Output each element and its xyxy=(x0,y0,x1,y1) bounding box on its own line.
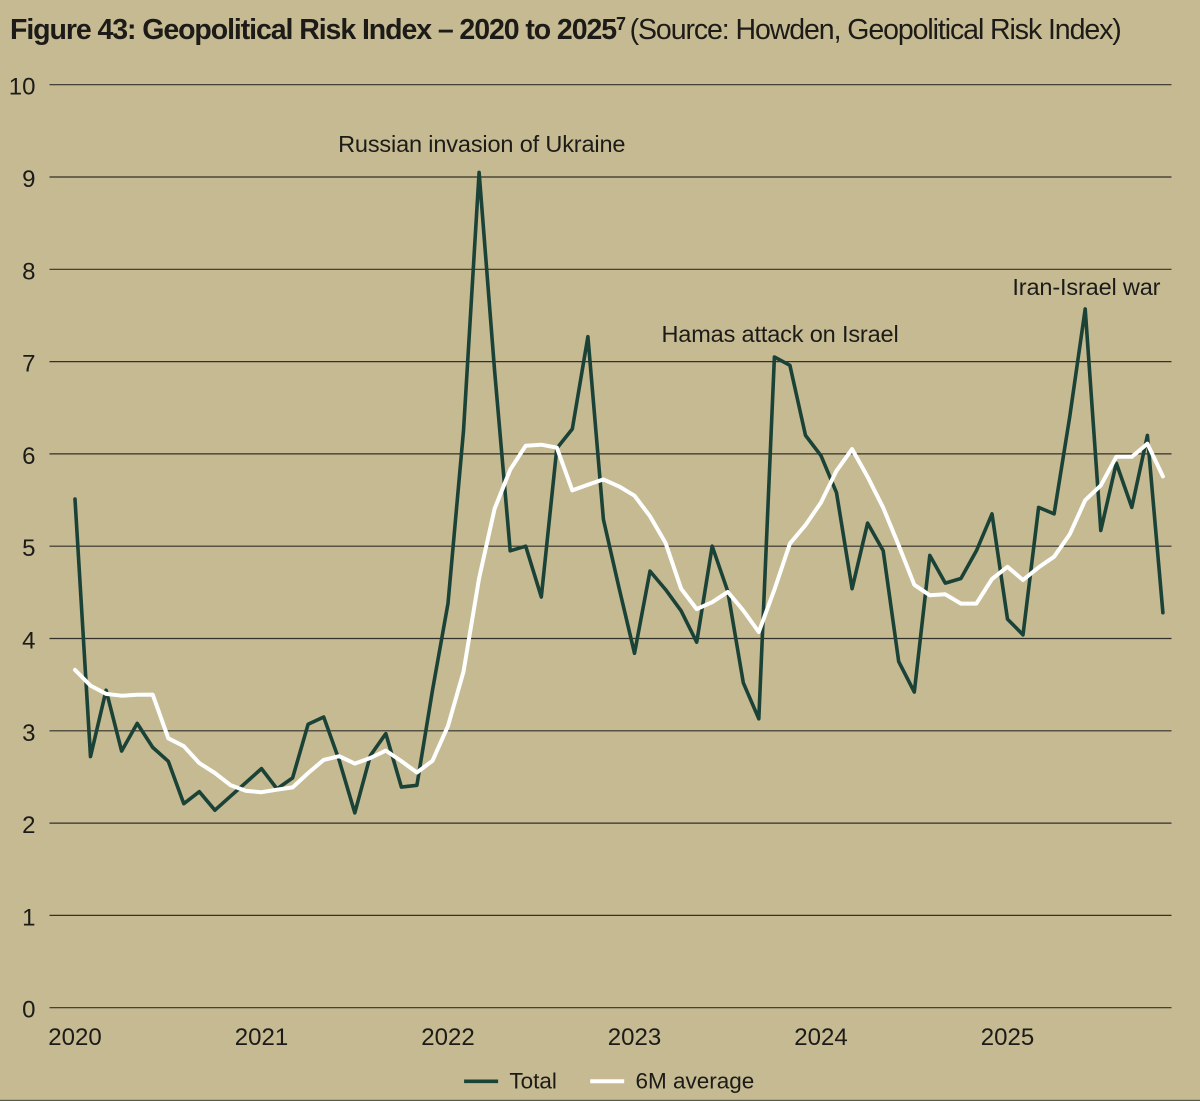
svg-text:8: 8 xyxy=(22,258,35,285)
svg-text:2: 2 xyxy=(22,812,35,839)
svg-text:7: 7 xyxy=(22,351,35,378)
svg-text:10: 10 xyxy=(9,74,36,101)
svg-text:Iran-Israel war: Iran-Israel war xyxy=(1012,274,1160,300)
svg-text:3: 3 xyxy=(22,720,35,747)
svg-text:1: 1 xyxy=(22,904,35,931)
svg-text:2022: 2022 xyxy=(421,1024,474,1051)
svg-text:Total: Total xyxy=(509,1069,557,1094)
svg-text:2021: 2021 xyxy=(235,1024,288,1051)
svg-text:2023: 2023 xyxy=(608,1024,661,1051)
svg-text:2020: 2020 xyxy=(48,1024,101,1051)
svg-text:5: 5 xyxy=(22,535,35,562)
svg-text:Hamas attack on Israel: Hamas attack on Israel xyxy=(661,321,898,347)
svg-text:0: 0 xyxy=(22,997,35,1024)
svg-text:4: 4 xyxy=(22,628,35,655)
svg-text:Figure 43: Geopolitical Risk I: Figure 43: Geopolitical Risk Index – 202… xyxy=(10,14,1121,46)
svg-text:6: 6 xyxy=(22,443,35,470)
svg-text:9: 9 xyxy=(22,166,35,193)
svg-text:2024: 2024 xyxy=(794,1024,847,1051)
svg-text:Russian invasion of Ukraine: Russian invasion of Ukraine xyxy=(338,131,625,157)
svg-text:2025: 2025 xyxy=(981,1024,1034,1051)
svg-text:6M average: 6M average xyxy=(636,1069,755,1094)
